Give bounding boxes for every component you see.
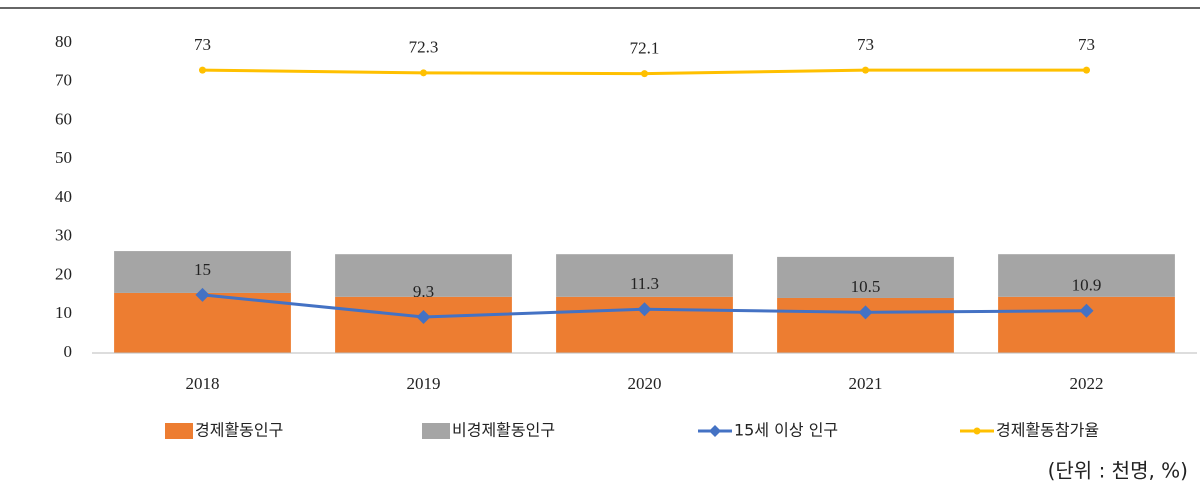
bar <box>335 296 512 353</box>
marker <box>862 66 869 74</box>
marker <box>416 309 431 324</box>
marker <box>1083 66 1090 74</box>
y-tick-label: 40 <box>55 187 72 206</box>
data-label: 10.5 <box>851 277 881 296</box>
marker <box>420 69 427 77</box>
y-tick-label: 30 <box>55 226 72 245</box>
bar <box>777 256 954 298</box>
data-label: 15 <box>194 260 211 279</box>
bar <box>998 254 1175 297</box>
y-tick-label: 20 <box>55 264 72 283</box>
legend-label: 경제활동참가율 <box>996 421 1099 440</box>
y-tick-label: 10 <box>55 303 72 322</box>
data-label: 73 <box>857 35 874 54</box>
marker <box>641 70 648 78</box>
marker <box>637 302 652 317</box>
bar <box>114 292 291 353</box>
data-label: 72.1 <box>630 39 660 58</box>
unit-note: (단위 : 천명, %) <box>1048 459 1188 483</box>
x-tick-label: 2020 <box>628 374 662 393</box>
y-tick-label: 60 <box>55 109 72 128</box>
data-label: 73 <box>194 35 211 54</box>
x-tick-label: 2018 <box>186 374 220 393</box>
legend-label: 경제활동인구 <box>195 421 283 440</box>
y-tick-label: 0 <box>64 342 73 361</box>
legend-label: 15세 이상 인구 <box>734 421 838 440</box>
marker <box>1079 303 1094 318</box>
data-label: 72.3 <box>409 38 439 57</box>
bar <box>335 254 512 297</box>
data-label: 10.9 <box>1072 276 1102 295</box>
legend-swatch <box>422 423 450 439</box>
bar <box>556 254 733 297</box>
x-tick-label: 2021 <box>849 374 883 393</box>
marker <box>858 305 873 320</box>
y-tick-label: 70 <box>55 71 72 90</box>
y-tick-label: 50 <box>55 148 72 167</box>
data-label: 9.3 <box>413 282 434 301</box>
legend-marker <box>709 425 721 437</box>
legend-marker <box>973 427 981 435</box>
data-label: 11.3 <box>630 274 659 293</box>
legend-label: 비경제활동인구 <box>452 421 555 440</box>
marker <box>199 66 206 74</box>
marker <box>195 287 210 302</box>
x-tick-label: 2022 <box>1070 374 1104 393</box>
bar <box>114 251 291 293</box>
data-label: 73 <box>1078 35 1095 54</box>
legend-swatch <box>165 423 193 439</box>
x-tick-label: 2019 <box>407 374 441 393</box>
y-tick-label: 80 <box>55 32 72 51</box>
